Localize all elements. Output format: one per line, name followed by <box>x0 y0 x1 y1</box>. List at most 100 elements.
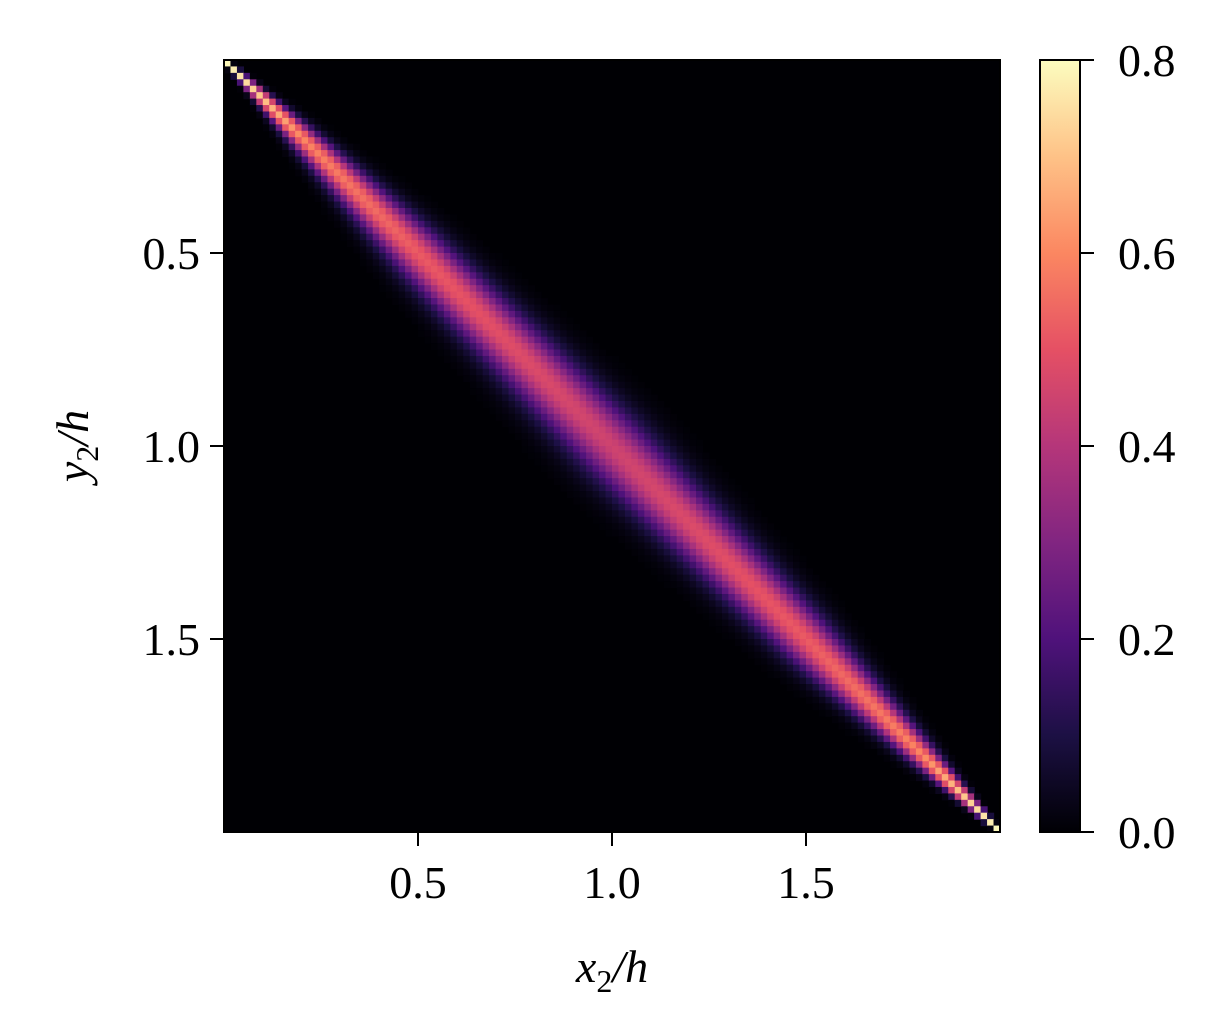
heatmap-cell <box>683 568 691 576</box>
heatmap-cell <box>637 407 645 415</box>
heatmap-cell <box>456 220 464 228</box>
heatmap-cell <box>424 233 432 241</box>
heatmap-cell <box>540 310 548 318</box>
heatmap-cell <box>709 600 717 608</box>
heatmap-cell <box>366 246 374 254</box>
heatmap-cell <box>586 413 594 421</box>
heatmap-cell <box>482 343 490 351</box>
heatmap-cell <box>379 162 387 170</box>
heatmap-cell <box>838 671 846 679</box>
heatmap-cell <box>424 285 432 293</box>
heatmap-cell <box>967 793 975 801</box>
heatmap-cell <box>741 606 749 614</box>
heatmap-cell <box>812 651 820 659</box>
heatmap-cell <box>728 555 736 563</box>
heatmap-cell <box>612 478 620 486</box>
heatmap-cell <box>566 420 574 428</box>
heatmap-cell <box>573 375 581 383</box>
heatmap-cell <box>696 555 704 563</box>
heatmap-cell <box>482 259 490 267</box>
heatmap-cell <box>967 786 975 794</box>
heatmap-cell <box>534 407 542 415</box>
heatmap-cell <box>799 651 807 659</box>
heatmap-cell <box>773 664 781 672</box>
heatmap-cell <box>663 413 671 421</box>
heatmap-cell <box>721 510 729 518</box>
heatmap-cell <box>469 298 477 306</box>
heatmap-cell <box>586 349 594 357</box>
heatmap-cell <box>437 330 445 338</box>
heatmap-cell <box>456 362 464 370</box>
heatmap-cell <box>773 626 781 634</box>
heatmap-cell <box>683 516 691 524</box>
heatmap-cell <box>308 150 316 158</box>
heatmap-cell <box>728 536 736 544</box>
heatmap-cell <box>592 407 600 415</box>
heatmap-cell <box>418 220 426 228</box>
heatmap-cell <box>915 709 923 717</box>
heatmap-cell <box>327 188 335 196</box>
heatmap-cell <box>754 626 762 634</box>
heatmap-cell <box>883 716 891 724</box>
heatmap-cell <box>327 201 335 209</box>
heatmap-cell <box>773 671 781 679</box>
heatmap-cell <box>631 536 639 544</box>
heatmap-cell <box>728 587 736 595</box>
heatmap-cell <box>767 632 775 640</box>
heatmap-cell <box>747 613 755 621</box>
heatmap-cell <box>224 60 232 68</box>
heatmap-cell <box>527 317 535 325</box>
heatmap-cell <box>612 503 620 511</box>
heatmap-cell <box>295 105 303 113</box>
heatmap-cell <box>566 336 574 344</box>
heatmap-cell <box>903 754 911 762</box>
heatmap-cell <box>534 362 542 370</box>
heatmap-cell <box>469 304 477 312</box>
heatmap-cell <box>385 214 393 222</box>
heatmap-cell <box>637 497 645 505</box>
heatmap-cell <box>560 407 568 415</box>
heatmap-cell <box>786 664 794 672</box>
heatmap-cell <box>327 137 335 145</box>
heatmap-cell <box>450 298 458 306</box>
heatmap-cell <box>566 465 574 473</box>
heatmap-cell <box>650 497 658 505</box>
heatmap-cell <box>877 741 885 749</box>
heatmap-cell <box>379 214 387 222</box>
heatmap-cell <box>521 349 529 357</box>
heatmap-cell <box>715 606 723 614</box>
heatmap-cell <box>941 793 949 801</box>
heatmap-cell <box>540 349 548 357</box>
heatmap-cell <box>747 529 755 537</box>
heatmap-cell <box>527 400 535 408</box>
heatmap-cell <box>696 510 704 518</box>
heatmap-cell <box>728 523 736 531</box>
heatmap-cell <box>922 716 930 724</box>
heatmap-cell <box>508 381 516 389</box>
heatmap-cell <box>398 220 406 228</box>
y-axis-label-sub: 2 <box>69 446 105 462</box>
heatmap-cell <box>780 581 788 589</box>
heatmap-cell <box>760 606 768 614</box>
heatmap-cell <box>715 478 723 486</box>
heatmap-cell <box>476 259 484 267</box>
heatmap-cell <box>527 394 535 402</box>
heatmap-cell <box>385 182 393 190</box>
heatmap-cell <box>676 523 684 531</box>
heatmap-cell <box>450 233 458 241</box>
heatmap-cell <box>767 581 775 589</box>
heatmap-cell <box>398 233 406 241</box>
heatmap-cell <box>650 426 658 434</box>
heatmap-cell <box>780 606 788 614</box>
heatmap-cell <box>612 400 620 408</box>
heatmap-cell <box>398 227 406 235</box>
heatmap-cell <box>663 452 671 460</box>
heatmap-cell <box>301 175 309 183</box>
heatmap-cell <box>301 117 309 125</box>
heatmap-cell <box>676 491 684 499</box>
heatmap-cell <box>398 253 406 261</box>
heatmap-cell <box>844 632 852 640</box>
heatmap-cell <box>909 748 917 756</box>
heatmap-cell <box>857 626 865 634</box>
heatmap-cell <box>806 593 814 601</box>
